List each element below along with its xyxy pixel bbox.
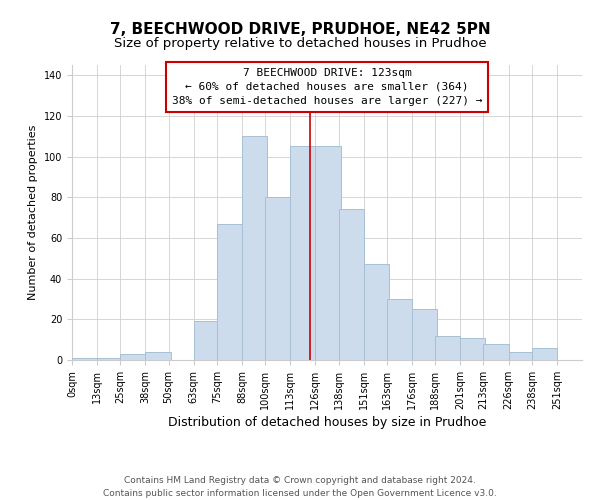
Bar	[120, 354, 145, 360]
Y-axis label: Number of detached properties: Number of detached properties	[28, 125, 38, 300]
Bar	[412, 309, 437, 360]
Bar	[460, 338, 485, 360]
Bar	[509, 352, 534, 360]
Text: 7, BEECHWOOD DRIVE, PRUDHOE, NE42 5PN: 7, BEECHWOOD DRIVE, PRUDHOE, NE42 5PN	[110, 22, 490, 38]
Bar	[364, 264, 389, 360]
Bar	[145, 352, 170, 360]
Bar	[387, 299, 412, 360]
Bar	[484, 344, 509, 360]
Bar	[338, 210, 364, 360]
Bar	[242, 136, 267, 360]
Bar	[265, 197, 290, 360]
Bar	[194, 322, 219, 360]
Bar	[217, 224, 242, 360]
Bar	[72, 358, 97, 360]
Text: Contains HM Land Registry data © Crown copyright and database right 2024.
Contai: Contains HM Land Registry data © Crown c…	[103, 476, 497, 498]
Bar	[532, 348, 557, 360]
Bar	[435, 336, 460, 360]
Bar	[290, 146, 316, 360]
Bar	[316, 146, 341, 360]
Text: 7 BEECHWOOD DRIVE: 123sqm
← 60% of detached houses are smaller (364)
38% of semi: 7 BEECHWOOD DRIVE: 123sqm ← 60% of detac…	[172, 68, 482, 106]
Text: Size of property relative to detached houses in Prudhoe: Size of property relative to detached ho…	[113, 38, 487, 51]
Bar	[97, 358, 122, 360]
X-axis label: Distribution of detached houses by size in Prudhoe: Distribution of detached houses by size …	[168, 416, 486, 429]
